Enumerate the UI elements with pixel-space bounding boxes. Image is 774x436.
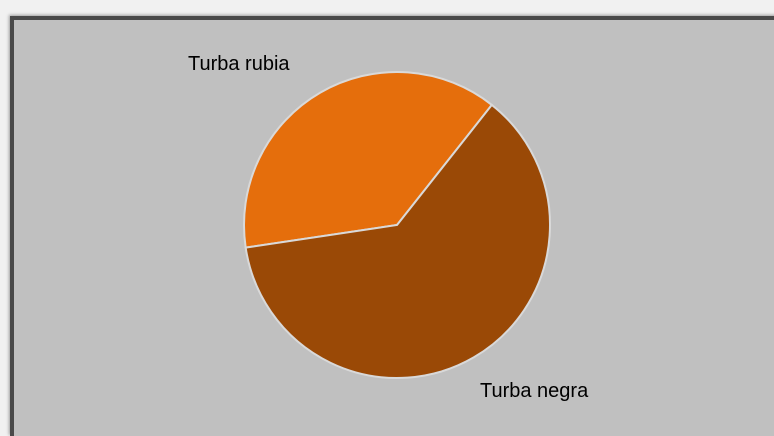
slice-label-turba-rubia: Turba rubia	[188, 53, 290, 75]
pie-chart: Turba rubia Turba negra	[188, 53, 589, 402]
pie-slice-turba-rubia	[243, 71, 494, 249]
pie-slice-turba-negra	[244, 103, 551, 379]
pie-slices	[243, 71, 551, 379]
slice-label-turba-negra: Turba negra	[480, 380, 589, 402]
